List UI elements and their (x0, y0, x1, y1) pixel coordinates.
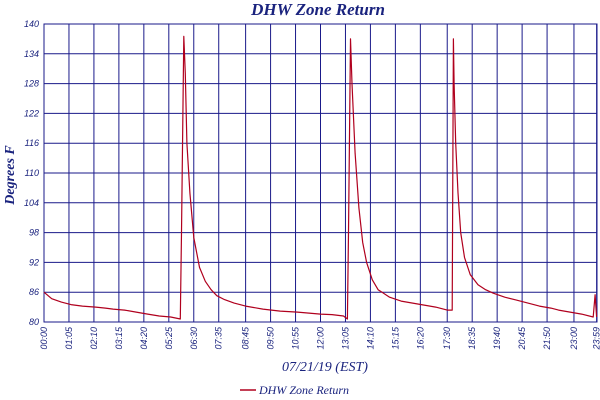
chart-title: DHW Zone Return (250, 0, 385, 19)
y-tick-label: 98 (29, 228, 39, 238)
y-tick-label: 104 (24, 198, 39, 208)
x-tick-label: 17:30 (442, 327, 452, 350)
x-tick-label: 19:40 (492, 327, 502, 350)
x-tick-label: 12:00 (316, 327, 326, 350)
series-layer (43, 35, 598, 320)
y-tick-label: 92 (29, 257, 39, 267)
legend: DHW Zone Return (240, 383, 349, 397)
x-tick-label: 21:50 (542, 327, 552, 351)
x-tick-label: 14:10 (365, 327, 375, 350)
x-tick-label: 00:00 (39, 327, 49, 350)
x-tick-label: 09:50 (266, 327, 276, 350)
y-tick-label: 128 (24, 79, 39, 89)
x-tick-label: 23:00 (569, 327, 579, 351)
x-axis-ticks: 00:00 01:05 02:10 03:15 04:20 05:25 06:30 07:35… (39, 326, 600, 351)
legend-label: DHW Zone Return (258, 383, 349, 397)
y-axis-ticks: 80 86 92 98 104 110 116 122 128 134 140 (24, 19, 39, 327)
y-tick-label: 134 (24, 49, 39, 59)
x-tick-label: 03:15 (114, 326, 124, 350)
x-tick-label: 20:45 (517, 326, 527, 351)
y-tick-label: 116 (25, 138, 39, 148)
x-tick-label: 02:10 (89, 327, 99, 350)
x-tick-label: 18:35 (467, 326, 477, 350)
x-tick-label: 05:25 (164, 326, 174, 350)
y-axis-label: Degrees F (3, 145, 18, 206)
y-tick-label: 122 (24, 108, 39, 118)
x-tick-label: 04:20 (139, 327, 149, 350)
plot-frame (43, 23, 598, 323)
y-tick-label: 80 (29, 317, 39, 327)
x-tick-label: 15:15 (390, 326, 400, 350)
y-tick-label: 140 (24, 19, 39, 29)
x-tick-label: 06:30 (189, 327, 199, 350)
x-tick-label: 07:35 (214, 326, 224, 350)
x-tick-label: 13:05 (340, 326, 350, 350)
x-tick-label: 23:59 (592, 327, 600, 351)
x-tick-label: 10:55 (291, 326, 301, 350)
y-tick-label: 110 (25, 168, 39, 178)
grid (43, 23, 598, 323)
x-tick-label: 01:05 (64, 326, 74, 350)
x-tick-label: 16:20 (415, 327, 425, 350)
x-axis-label: 07/21/19 (EST) (282, 360, 368, 375)
y-tick-label: 86 (29, 287, 39, 297)
series-line-dhw-zone-return (43, 35, 598, 320)
x-tick-label: 08:45 (241, 326, 251, 350)
